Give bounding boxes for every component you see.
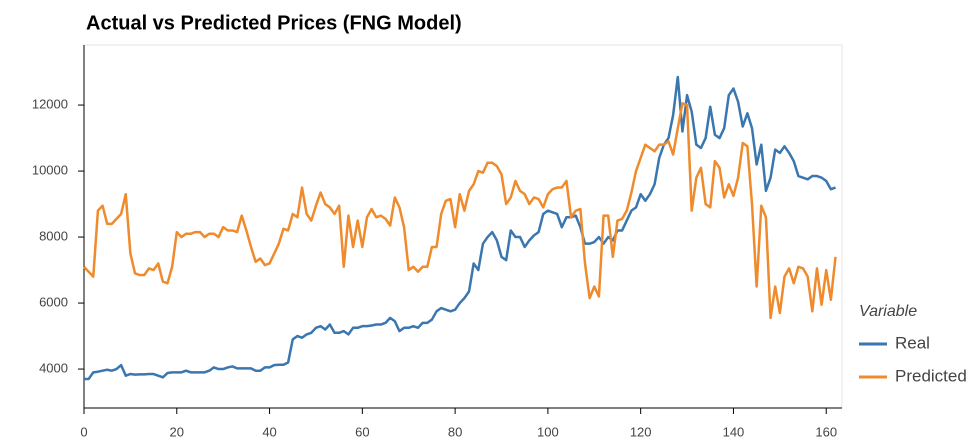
legend-label: Predicted [895,366,967,385]
y-tick-label: 10000 [32,162,68,177]
x-tick-label: 40 [262,424,276,439]
legend-title: Variable [859,303,917,320]
y-tick-label: 12000 [32,96,68,111]
legend-label: Real [895,333,930,352]
x-tick-label: 140 [723,424,745,439]
y-tick-label: 4000 [39,360,68,375]
x-tick-label: 120 [630,424,652,439]
y-tick-label: 8000 [39,228,68,243]
x-tick-label: 160 [815,424,837,439]
y-tick-label: 6000 [39,294,68,309]
series-line [83,102,837,320]
series-line [84,75,836,381]
x-tick-label: 20 [170,424,184,439]
chart-title: Actual vs Predicted Prices (FNG Model) [86,12,462,34]
x-tick-label: 0 [80,424,87,439]
x-tick-label: 60 [355,424,369,439]
x-tick-label: 100 [537,424,559,439]
x-tick-label: 80 [448,424,462,439]
